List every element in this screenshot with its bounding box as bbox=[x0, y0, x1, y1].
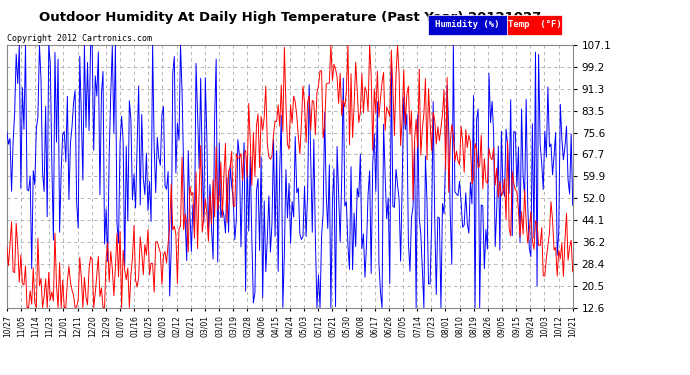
Text: Humidity (%): Humidity (%) bbox=[435, 20, 500, 29]
Text: Outdoor Humidity At Daily High Temperature (Past Year) 20121027: Outdoor Humidity At Daily High Temperatu… bbox=[39, 11, 541, 24]
Text: Copyright 2012 Cartronics.com: Copyright 2012 Cartronics.com bbox=[7, 34, 152, 43]
Text: Temp  (°F): Temp (°F) bbox=[508, 20, 562, 29]
